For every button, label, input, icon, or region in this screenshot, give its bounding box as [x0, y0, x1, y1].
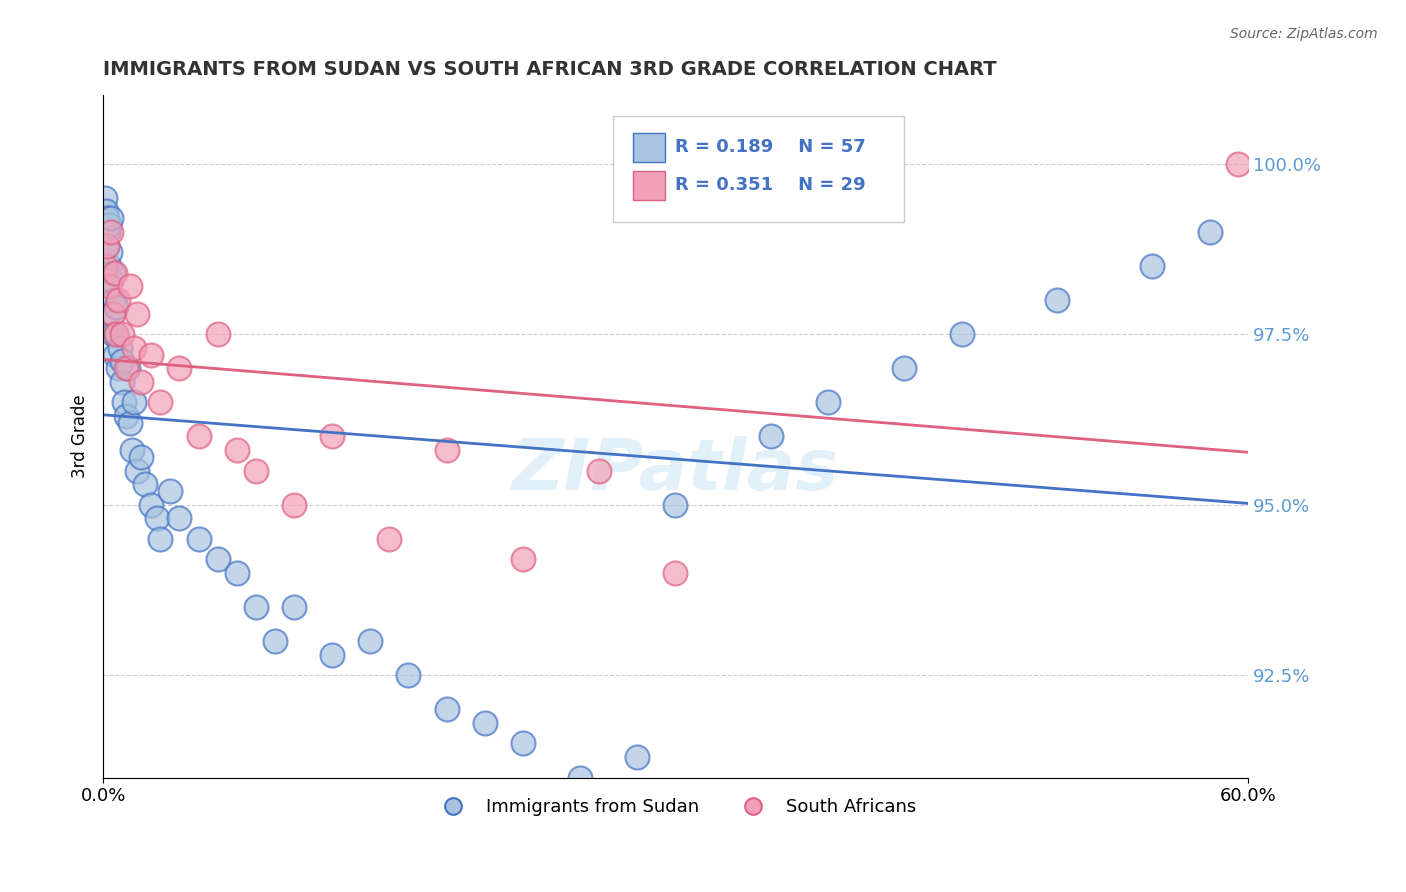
Legend: Immigrants from Sudan, South Africans: Immigrants from Sudan, South Africans — [427, 790, 922, 823]
Point — [283, 600, 305, 615]
Point — [664, 498, 686, 512]
Point — [118, 279, 141, 293]
Point — [139, 348, 162, 362]
Point — [1198, 225, 1220, 239]
Point — [129, 375, 152, 389]
Point — [100, 225, 122, 239]
Point — [512, 552, 534, 566]
Point — [118, 416, 141, 430]
Point — [664, 566, 686, 580]
Point — [97, 259, 120, 273]
Point — [626, 750, 648, 764]
Point — [588, 464, 610, 478]
Point — [94, 259, 117, 273]
Point — [97, 225, 120, 239]
Point — [225, 566, 247, 580]
Point — [110, 341, 132, 355]
Point — [263, 634, 285, 648]
Point — [817, 395, 839, 409]
Point — [893, 361, 915, 376]
Point — [139, 498, 162, 512]
Point — [359, 634, 381, 648]
Point — [100, 272, 122, 286]
Point — [1046, 293, 1069, 307]
Point — [105, 327, 128, 342]
Point — [759, 429, 782, 443]
Point — [145, 511, 167, 525]
Text: R = 0.351    N = 29: R = 0.351 N = 29 — [675, 177, 866, 194]
Point — [1142, 259, 1164, 273]
Point — [96, 211, 118, 226]
Point — [107, 361, 129, 376]
Point — [1227, 156, 1250, 170]
Point — [950, 327, 973, 342]
Point — [103, 293, 125, 307]
Point — [94, 191, 117, 205]
Point — [115, 361, 138, 376]
Point — [396, 668, 419, 682]
Point — [122, 395, 145, 409]
Point — [245, 464, 267, 478]
Point — [101, 307, 124, 321]
Text: ZIPatlas: ZIPatlas — [512, 436, 839, 505]
Point — [187, 429, 209, 443]
Point — [111, 354, 134, 368]
Text: Source: ZipAtlas.com: Source: ZipAtlas.com — [1230, 27, 1378, 41]
Point — [169, 511, 191, 525]
Point — [569, 771, 592, 785]
Point — [111, 327, 134, 342]
Point — [104, 300, 127, 314]
Point — [96, 238, 118, 252]
Point — [101, 266, 124, 280]
Point — [129, 450, 152, 464]
Point — [321, 429, 343, 443]
Text: IMMIGRANTS FROM SUDAN VS SOUTH AFRICAN 3RD GRADE CORRELATION CHART: IMMIGRANTS FROM SUDAN VS SOUTH AFRICAN 3… — [103, 60, 997, 78]
Point — [149, 395, 172, 409]
Point — [149, 532, 172, 546]
Text: R = 0.189    N = 57: R = 0.189 N = 57 — [675, 138, 866, 156]
Point — [107, 293, 129, 307]
FancyBboxPatch shape — [613, 116, 904, 221]
Point — [103, 348, 125, 362]
Point — [97, 279, 120, 293]
Point — [111, 375, 134, 389]
Point — [245, 600, 267, 615]
Point — [94, 204, 117, 219]
Point — [474, 716, 496, 731]
Point — [98, 245, 121, 260]
Point — [436, 443, 458, 458]
Point — [207, 552, 229, 566]
Y-axis label: 3rd Grade: 3rd Grade — [72, 394, 89, 478]
Point — [169, 361, 191, 376]
Point — [378, 532, 401, 546]
Point — [134, 477, 156, 491]
Point — [207, 327, 229, 342]
Point — [159, 484, 181, 499]
Point — [105, 327, 128, 342]
Point — [115, 409, 138, 423]
Point — [100, 211, 122, 226]
FancyBboxPatch shape — [633, 133, 665, 161]
Point — [121, 443, 143, 458]
Point — [187, 532, 209, 546]
Point — [112, 395, 135, 409]
FancyBboxPatch shape — [633, 171, 665, 200]
Point — [127, 464, 149, 478]
Point — [103, 266, 125, 280]
Point — [436, 702, 458, 716]
Point — [283, 498, 305, 512]
Point — [97, 218, 120, 232]
Point — [117, 361, 139, 376]
Point — [100, 307, 122, 321]
Point — [96, 238, 118, 252]
Point — [101, 327, 124, 342]
Point — [127, 307, 149, 321]
Point — [225, 443, 247, 458]
Point — [512, 736, 534, 750]
Point — [122, 341, 145, 355]
Point — [321, 648, 343, 662]
